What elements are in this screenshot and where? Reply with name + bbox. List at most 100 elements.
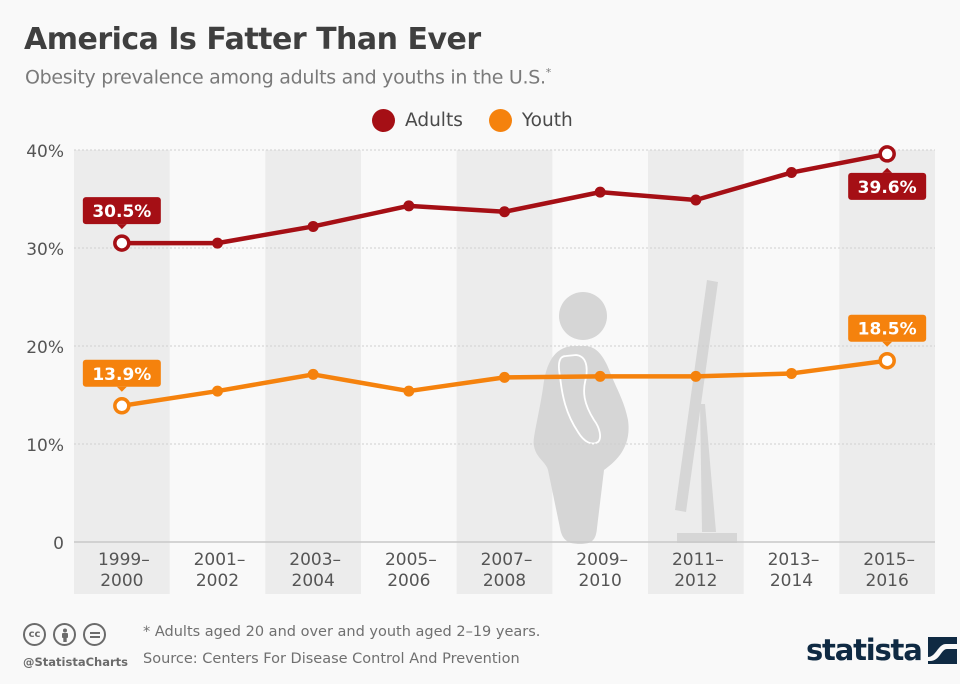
- x-tick-label: 2007– 2008: [481, 550, 533, 591]
- x-tick-line2: 2004: [292, 571, 335, 591]
- x-tick-label: 1999– 2000: [98, 550, 150, 591]
- data-label-text: 30.5%: [92, 202, 151, 222]
- y-axis-ticks: 0 10% 20% 30% 40%: [26, 142, 64, 554]
- data-point-youth[interactable]: [499, 371, 510, 383]
- y-tick-label: 0: [53, 534, 64, 554]
- y-tick-label: 40%: [26, 142, 64, 162]
- x-tick-line1: 2015–: [863, 550, 915, 570]
- data-label-box: [82, 197, 161, 225]
- no-derivatives-icon: [83, 623, 106, 646]
- x-tick-line2: 2002: [196, 571, 239, 591]
- source-note: Source: Centers For Disease Control And …: [143, 651, 520, 667]
- y-tick-label: 10%: [26, 436, 64, 456]
- x-tick-label: 2011– 2012: [672, 550, 724, 591]
- legend: Adults Youth: [372, 109, 599, 132]
- data-point-youth[interactable]: [690, 370, 702, 382]
- x-tick-line1: 2011–: [672, 550, 724, 570]
- data-point-adults[interactable]: [594, 186, 606, 198]
- data-point-adults[interactable]: [499, 206, 510, 218]
- data-point-youth[interactable]: [878, 351, 896, 370]
- data-point-youth[interactable]: [212, 385, 223, 397]
- x-tick-line1: 2009–: [576, 550, 628, 570]
- data-label-pointer: [116, 386, 127, 392]
- data-label-box: [82, 359, 161, 387]
- subtitle-footnote-marker: *: [545, 66, 552, 79]
- data-label-box: [848, 172, 927, 200]
- data-point-adults[interactable]: [786, 167, 797, 179]
- data-point-youth[interactable]: [113, 397, 131, 415]
- legend-swatch-youth: [488, 109, 512, 132]
- chart-title: America Is Fatter Than Ever: [24, 22, 481, 57]
- data-label-youth: 18.5%: [848, 314, 927, 347]
- x-tick-line1: 2005–: [385, 550, 437, 570]
- x-tick-line2: 2000: [100, 571, 143, 591]
- creative-commons-icon: cc: [23, 623, 46, 646]
- scale-pole-icon: [675, 280, 718, 512]
- subtitle-text: Obesity prevalence among adults and yout…: [25, 66, 546, 89]
- license-icons[interactable]: cc: [23, 623, 113, 646]
- x-tick-line1: 2007–: [481, 550, 533, 570]
- data-labels: 30.5% 39.6% 13.9% 18.5%: [82, 167, 927, 392]
- x-tick-line2: 2010: [579, 571, 622, 591]
- x-tick-line2: 2016: [866, 571, 909, 591]
- data-label-youth: 13.9%: [82, 359, 161, 392]
- legend-swatch-adults: [372, 109, 395, 132]
- scale-base-icon: [677, 533, 737, 543]
- data-point-adults[interactable]: [878, 145, 896, 163]
- series-lines: [113, 145, 896, 415]
- scale-stand-icon: [700, 404, 716, 532]
- x-tick-label: 2015– 2016: [863, 550, 915, 591]
- x-tick-label: 2003– 2004: [289, 550, 341, 591]
- x-tick-line1: 2001–: [194, 550, 246, 570]
- y-tick-label: 20%: [26, 338, 64, 358]
- footnote: * Adults aged 20 and over and youth aged…: [143, 624, 541, 640]
- data-label-pointer: [116, 224, 127, 230]
- statista-logo-mark-icon: [927, 637, 957, 664]
- y-tick-label: 30%: [26, 240, 64, 260]
- data-point-adults[interactable]: [403, 200, 415, 212]
- x-tick-line2: 2014: [770, 571, 813, 591]
- data-label-pointer: [882, 341, 893, 347]
- x-tick-line2: 2006: [387, 571, 430, 591]
- data-point-adults[interactable]: [212, 237, 223, 249]
- statista-logo[interactable]: statista: [806, 636, 957, 665]
- attribution-person-icon: [53, 623, 76, 646]
- gridlines: [74, 149, 935, 445]
- column-band: [839, 150, 935, 594]
- data-label-pointer: [882, 167, 893, 173]
- data-label-box: [848, 314, 927, 342]
- data-point-adults[interactable]: [690, 194, 702, 206]
- data-label-text: 39.6%: [858, 178, 917, 198]
- x-tick-label: 2001– 2002: [194, 550, 246, 591]
- data-label-text: 13.9%: [92, 365, 151, 385]
- legend-label-adults: Adults: [405, 110, 463, 131]
- legend-label-youth: Youth: [521, 110, 573, 131]
- data-point-youth[interactable]: [403, 385, 415, 397]
- person-body-icon: [533, 346, 629, 544]
- data-label-adults: 39.6%: [848, 167, 927, 200]
- legend-item-youth[interactable]: Youth: [488, 109, 573, 132]
- data-point-youth[interactable]: [786, 367, 797, 379]
- x-tick-line1: 2003–: [289, 550, 341, 570]
- x-tick-label: 2009– 2010: [576, 550, 628, 591]
- twitter-handle[interactable]: @StatistaCharts: [23, 655, 128, 669]
- obese-person-illustration: [533, 280, 737, 544]
- x-tick-label: 2013– 2014: [768, 550, 820, 591]
- data-point-adults[interactable]: [113, 234, 131, 252]
- statista-logo-text: statista: [806, 633, 923, 667]
- data-label-adults: 30.5%: [82, 197, 161, 230]
- x-axis-ticks: 1999– 2000 2001– 2002 2003– 2004 2005– 2006 2007…: [98, 550, 915, 591]
- person-head-icon: [559, 292, 607, 340]
- x-tick-line1: 2013–: [768, 550, 820, 570]
- x-tick-line2: 2008: [483, 571, 526, 591]
- data-point-youth[interactable]: [307, 368, 319, 380]
- data-point-youth[interactable]: [594, 370, 606, 382]
- x-tick-label: 2005– 2006: [385, 550, 437, 591]
- x-tick-line1: 1999–: [98, 550, 150, 570]
- data-label-text: 18.5%: [858, 320, 917, 340]
- legend-item-adults[interactable]: Adults: [372, 109, 463, 132]
- data-point-adults[interactable]: [307, 220, 319, 232]
- x-tick-line2: 2012: [674, 571, 717, 591]
- chart-subtitle: Obesity prevalence among adults and yout…: [25, 66, 551, 88]
